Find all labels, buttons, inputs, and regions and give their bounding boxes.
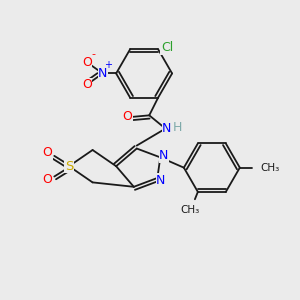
Text: Cl: Cl: [161, 41, 173, 54]
Text: +: +: [104, 60, 112, 70]
Text: H: H: [172, 121, 182, 134]
Text: N: N: [98, 67, 108, 80]
Text: O: O: [42, 173, 52, 186]
Text: O: O: [82, 78, 92, 91]
Text: N: N: [162, 122, 172, 135]
Text: CH₃: CH₃: [260, 163, 280, 173]
Text: O: O: [82, 56, 92, 69]
Text: -: -: [91, 49, 95, 59]
Text: CH₃: CH₃: [181, 205, 200, 215]
Text: S: S: [65, 160, 73, 173]
Text: N: N: [159, 149, 169, 162]
Text: O: O: [42, 146, 52, 159]
Text: N: N: [156, 174, 166, 187]
Text: O: O: [122, 110, 132, 123]
